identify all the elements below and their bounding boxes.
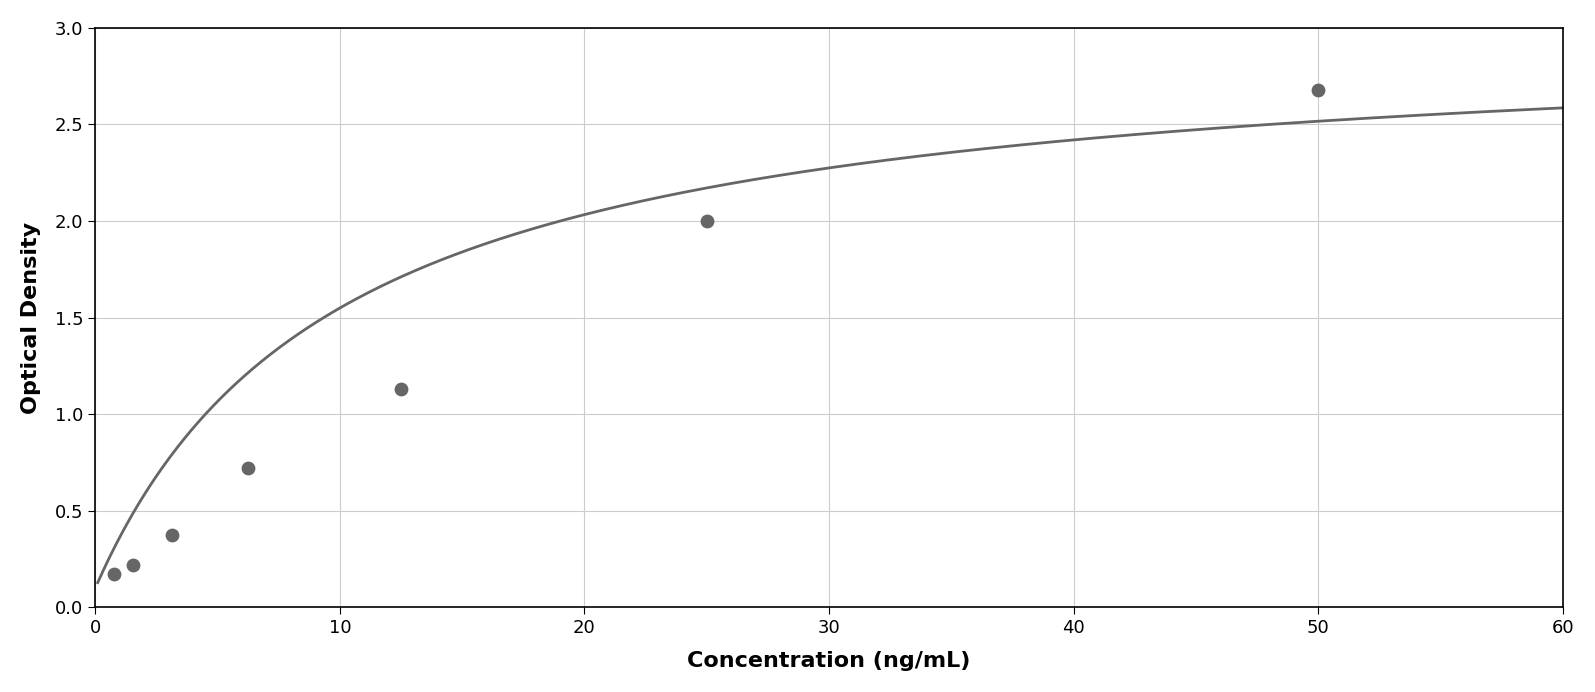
Point bbox=[102, 568, 128, 579]
Point bbox=[160, 529, 185, 540]
Point bbox=[121, 559, 147, 570]
Point bbox=[1305, 84, 1330, 95]
Y-axis label: Optical Density: Optical Density bbox=[21, 221, 41, 414]
Point bbox=[694, 215, 719, 226]
Point bbox=[236, 463, 262, 474]
X-axis label: Concentration (ng/mL): Concentration (ng/mL) bbox=[687, 651, 971, 671]
Point bbox=[388, 383, 413, 394]
